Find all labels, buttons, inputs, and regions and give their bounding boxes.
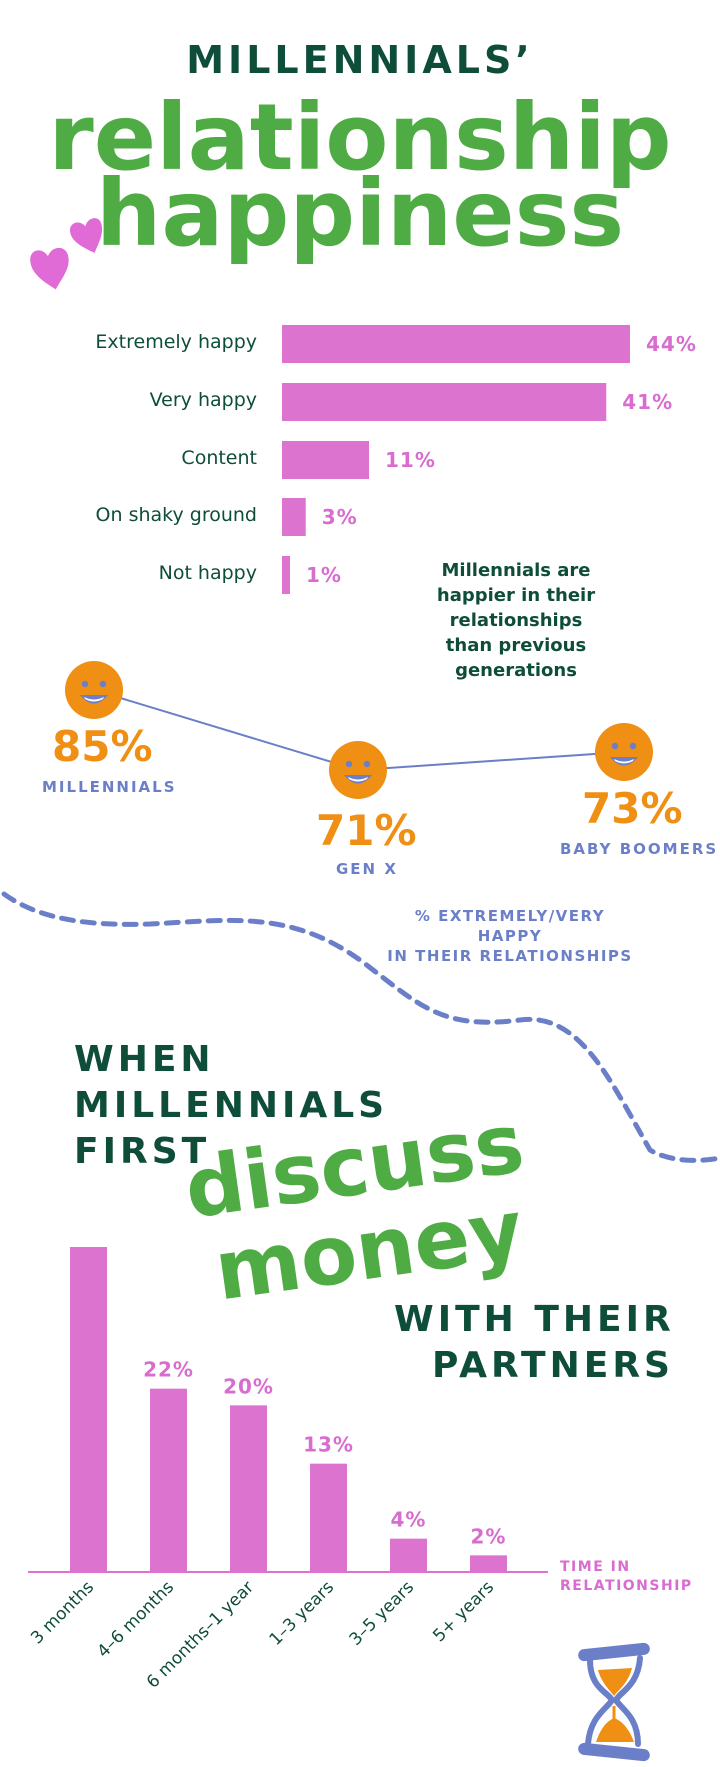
money-bar-value: 2% [471, 1524, 507, 1548]
happiness-category-label: Extremely happy [95, 331, 257, 353]
note-line-4: than previous [445, 635, 587, 656]
section2-line-3: FIRST [74, 1131, 211, 1172]
happiness-bar-value: 1% [306, 563, 342, 587]
money-bar-value: 13% [303, 1433, 354, 1457]
money-bar [70, 1247, 107, 1572]
smiley-face-icon [65, 661, 123, 719]
millennials-label: MILLENNIALS [42, 778, 177, 796]
smiley-face-icon [329, 741, 387, 799]
section2-line-5: PARTNERS [432, 1345, 674, 1386]
caption-line-1: % EXTREMELY/VERY HAPPY [414, 907, 606, 945]
genx-percent: 71% [316, 806, 417, 855]
happiness-bar [282, 383, 607, 421]
millennials-percent: 85% [52, 722, 153, 771]
x-axis-title-line-1: TIME IN [560, 1559, 631, 1575]
note-line-3: relationships [449, 610, 583, 631]
happiness-bar-value: 3% [322, 505, 358, 529]
money-bar-value: 20% [223, 1374, 274, 1398]
money-category-label: 4–6 months [93, 1577, 178, 1662]
happiness-bar-value: 44% [646, 332, 697, 356]
money-bar [310, 1463, 347, 1572]
happiness-bar [282, 325, 630, 363]
subtitle: MILLENNIALS’ [186, 38, 534, 82]
happiness-category-label: Very happy [149, 389, 257, 411]
money-bar [390, 1538, 427, 1572]
happiness-bar [282, 498, 306, 536]
hourglass-icon [578, 1642, 650, 1762]
note-line-5: generations [455, 660, 577, 681]
money-bar [150, 1388, 187, 1572]
happiness-bar-chart: 44% 41% 11% 3% 1% [282, 325, 697, 594]
happiness-bar [282, 441, 369, 479]
happiness-bar-value: 11% [385, 448, 436, 472]
happiness-note: Millennials are happier in their relatio… [410, 558, 622, 683]
happiness-category-label: On shaky ground [95, 504, 257, 526]
money-category-label: 1–3 years [266, 1577, 338, 1649]
money-bar [230, 1405, 267, 1572]
happiness-bar [282, 556, 290, 594]
caption-line-2: IN THEIR RELATIONSHIPS [387, 947, 633, 965]
note-line-2: happier in their [436, 585, 596, 606]
genx-label: GEN X [336, 860, 398, 878]
money-category-label: 3–5 years [346, 1577, 418, 1649]
section2-line-4: WITH THEIR [394, 1299, 675, 1340]
generations-line-chart [65, 661, 653, 799]
money-category-label: 3 months [27, 1577, 98, 1648]
x-axis-title: TIME IN RELATIONSHIP [560, 1558, 693, 1596]
dashed-wave-divider [1, 891, 720, 1163]
section2-line-1: WHEN [74, 1039, 215, 1080]
generations-caption: % EXTREMELY/VERY HAPPY IN THEIR RELATION… [380, 906, 640, 966]
title-line-2: happiness [95, 160, 625, 267]
smiley-face-icon [595, 723, 653, 781]
money-bar-value: 4% [391, 1508, 427, 1532]
happiness-category-label: Not happy [158, 562, 257, 584]
x-axis-title-line-2: RELATIONSHIP [560, 1578, 693, 1594]
money-bar-value: 22% [143, 1358, 194, 1382]
hearts-icon [30, 218, 102, 290]
note-line-1: Millennials are [441, 560, 591, 581]
boomers-label: BABY BOOMERS [560, 840, 719, 858]
happiness-bar-value: 41% [622, 390, 673, 414]
section2-line-2: MILLENNIALS [74, 1085, 389, 1126]
happiness-category-label: Content [181, 447, 257, 469]
money-bar [470, 1555, 507, 1572]
money-category-label: 5+ years [429, 1577, 498, 1646]
boomers-percent: 73% [582, 784, 683, 833]
title-line-1: relationship [48, 84, 672, 191]
